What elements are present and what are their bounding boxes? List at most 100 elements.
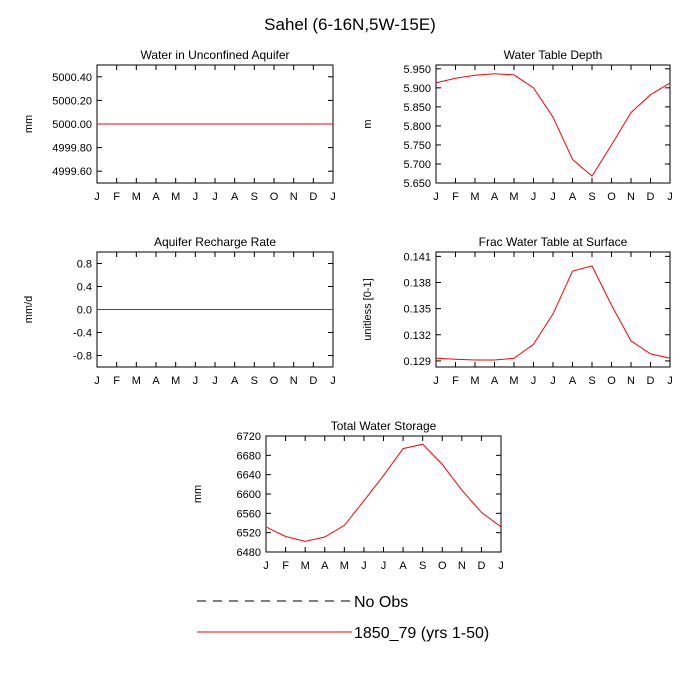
y-tick-label: 5.850 bbox=[403, 102, 431, 114]
x-tick-label: O bbox=[607, 375, 616, 387]
x-tick-label: M bbox=[171, 191, 180, 203]
panel-title: Total Water Storage bbox=[331, 419, 437, 433]
plot-frame bbox=[435, 251, 671, 368]
figure-title: Sahel (6-16N,5W-15E) bbox=[264, 15, 436, 34]
x-tick-label: A bbox=[569, 191, 577, 203]
y-tick-label: 0.8 bbox=[77, 259, 92, 271]
y-tick-label: 6680 bbox=[237, 450, 261, 462]
panel-title: Frac Water Table at Surface bbox=[479, 235, 628, 249]
y-tick-label: 6480 bbox=[237, 547, 261, 559]
x-tick-label: A bbox=[491, 375, 499, 387]
x-tick-label: M bbox=[171, 375, 180, 387]
y-tick-label: 6600 bbox=[237, 489, 261, 501]
x-tick-label: J bbox=[433, 375, 439, 387]
y-tick-label: 0.0 bbox=[77, 305, 92, 317]
y-tick-label: 0.138 bbox=[403, 277, 431, 289]
x-tick-label: A bbox=[399, 560, 407, 572]
x-tick-label: J bbox=[667, 191, 673, 203]
x-tick-label: N bbox=[458, 560, 466, 572]
y-tick-label: 6560 bbox=[237, 508, 261, 520]
legend: No Obs 1850_79 (yrs 1-50) bbox=[197, 594, 489, 642]
y-tick-label: 5000.40 bbox=[52, 72, 92, 84]
panel-title: Water Table Depth bbox=[504, 48, 603, 62]
x-tick-label: J bbox=[667, 375, 673, 387]
y-tick-label: -0.4 bbox=[73, 328, 92, 340]
x-tick-label: S bbox=[588, 375, 595, 387]
x-tick-label: J bbox=[94, 191, 100, 203]
x-tick-label: F bbox=[452, 375, 459, 387]
x-tick-label: J bbox=[550, 375, 556, 387]
x-tick-label: M bbox=[509, 191, 518, 203]
panel-title: Water in Unconfined Aquifer bbox=[141, 48, 290, 62]
x-tick-label: J bbox=[330, 191, 336, 203]
x-tick-label: J bbox=[550, 191, 556, 203]
y-tick-label: 5.800 bbox=[403, 121, 431, 133]
x-tick-label: D bbox=[477, 560, 485, 572]
plot-frame bbox=[265, 435, 502, 553]
y-tick-label: -0.8 bbox=[73, 351, 92, 363]
x-tick-label: J bbox=[193, 375, 199, 387]
plot-frame bbox=[435, 64, 671, 184]
x-tick-label: M bbox=[132, 375, 141, 387]
x-tick-label: J bbox=[330, 375, 336, 387]
x-tick-label: O bbox=[607, 191, 616, 203]
y-axis-label: mm bbox=[192, 485, 204, 503]
y-tick-label: 0.135 bbox=[403, 304, 431, 316]
x-tick-label: S bbox=[251, 375, 258, 387]
x-tick-label: N bbox=[627, 375, 635, 387]
x-tick-label: F bbox=[113, 191, 120, 203]
y-axis-label: m bbox=[362, 119, 374, 128]
y-tick-label: 6720 bbox=[237, 431, 261, 443]
x-tick-label: N bbox=[290, 191, 298, 203]
series-line bbox=[435, 73, 671, 177]
x-tick-label: M bbox=[340, 560, 349, 572]
x-tick-label: A bbox=[231, 375, 239, 387]
y-tick-label: 4999.80 bbox=[52, 143, 92, 155]
series-line bbox=[265, 443, 502, 542]
y-tick-label: 5.950 bbox=[403, 64, 431, 76]
x-tick-label: A bbox=[569, 375, 577, 387]
x-tick-label: S bbox=[419, 560, 426, 572]
y-tick-label: 0.4 bbox=[77, 282, 92, 294]
x-tick-label: N bbox=[290, 375, 298, 387]
x-tick-label: S bbox=[251, 191, 258, 203]
y-axis-label: mm/d bbox=[23, 296, 35, 324]
x-tick-label: A bbox=[152, 191, 160, 203]
x-tick-label: D bbox=[647, 375, 655, 387]
x-tick-label: F bbox=[282, 560, 289, 572]
x-tick-label: J bbox=[94, 375, 100, 387]
x-tick-label: M bbox=[132, 191, 141, 203]
x-tick-label: N bbox=[627, 191, 635, 203]
y-tick-label: 0.141 bbox=[403, 251, 431, 263]
y-tick-label: 6640 bbox=[237, 470, 261, 482]
x-tick-label: D bbox=[309, 191, 317, 203]
x-tick-label: A bbox=[491, 191, 499, 203]
x-tick-label: A bbox=[231, 191, 239, 203]
x-tick-label: J bbox=[212, 191, 218, 203]
y-tick-label: 5000.00 bbox=[52, 119, 92, 131]
y-tick-label: 5000.20 bbox=[52, 95, 92, 107]
y-tick-label: 5.650 bbox=[403, 178, 431, 190]
x-tick-label: O bbox=[270, 375, 279, 387]
y-tick-label: 5.750 bbox=[403, 140, 431, 152]
legend-label-model: 1850_79 (yrs 1-50) bbox=[354, 625, 489, 642]
x-tick-label: J bbox=[193, 191, 199, 203]
x-tick-label: J bbox=[361, 560, 367, 572]
y-tick-label: 4999.60 bbox=[52, 166, 92, 178]
x-tick-label: A bbox=[152, 375, 160, 387]
y-axis-label: mm bbox=[23, 115, 35, 133]
x-tick-label: M bbox=[470, 191, 479, 203]
x-tick-label: A bbox=[321, 560, 329, 572]
x-tick-label: D bbox=[647, 191, 655, 203]
x-tick-label: F bbox=[113, 375, 120, 387]
x-tick-label: J bbox=[531, 191, 537, 203]
x-tick-label: F bbox=[452, 191, 459, 203]
series-line bbox=[435, 265, 671, 361]
x-tick-label: O bbox=[438, 560, 447, 572]
